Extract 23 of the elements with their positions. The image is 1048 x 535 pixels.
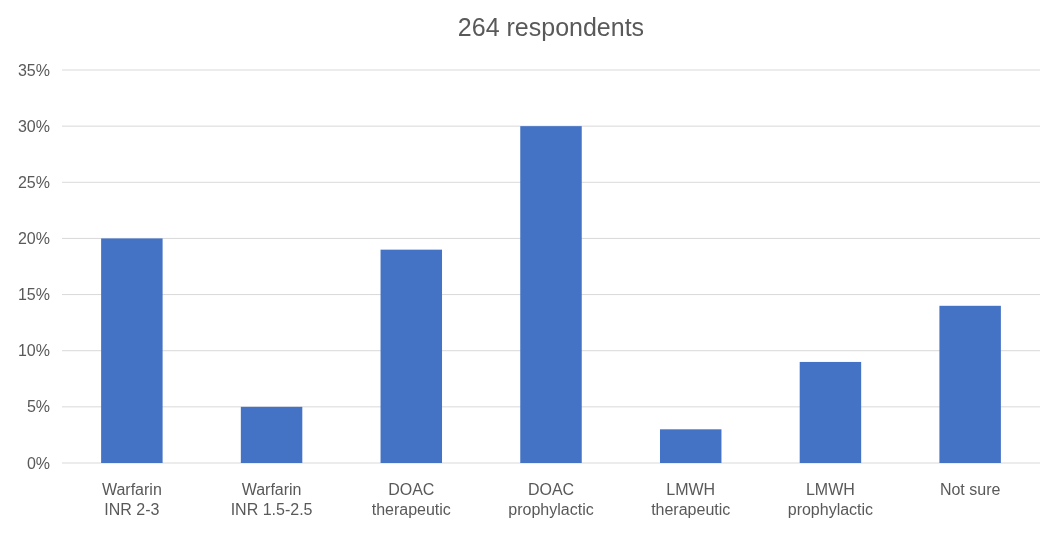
bar xyxy=(101,238,163,463)
bar xyxy=(520,126,582,463)
y-tick-label: 15% xyxy=(17,286,50,304)
y-tick-label: 5% xyxy=(26,398,50,416)
y-tick-label: 30% xyxy=(17,117,50,135)
y-tick-label: 25% xyxy=(17,173,50,191)
y-tick-label: 35% xyxy=(17,61,50,79)
bar xyxy=(240,406,303,463)
bar xyxy=(799,361,862,463)
bar xyxy=(939,305,1001,463)
bar xyxy=(380,249,443,463)
y-tick-label: 0% xyxy=(26,454,50,472)
x-tick-label: Warfarin INR 2-3 xyxy=(101,481,162,518)
x-tick-label: LMWH therapeutic xyxy=(651,481,731,518)
chart-title: 264 respondents xyxy=(457,13,645,41)
x-tick-label: Not sure xyxy=(939,481,1001,498)
x-tick-label: Warfarin INR 1.5-2.5 xyxy=(230,481,313,518)
x-tick-label: LMWH prophylactic xyxy=(787,481,874,518)
x-tick-label: DOAC prophylactic xyxy=(508,481,594,518)
x-tick-label: DOAC therapeutic xyxy=(371,481,451,518)
bar xyxy=(659,429,722,463)
y-tick-label: 10% xyxy=(17,342,50,360)
y-tick-label: 20% xyxy=(17,230,50,248)
